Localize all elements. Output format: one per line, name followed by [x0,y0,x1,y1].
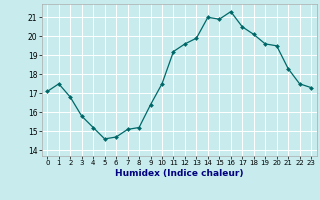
X-axis label: Humidex (Indice chaleur): Humidex (Indice chaleur) [115,169,244,178]
